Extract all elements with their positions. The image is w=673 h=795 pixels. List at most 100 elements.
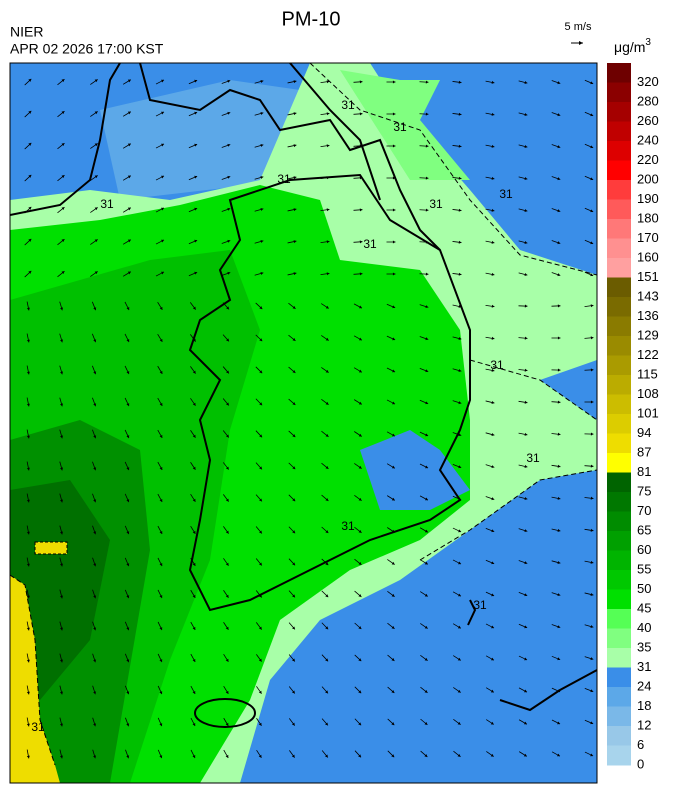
wind-arrowhead	[126, 403, 130, 407]
wind-arrowhead	[291, 690, 295, 694]
wind-arrowhead	[93, 435, 97, 439]
wind-arrowhead	[60, 531, 64, 535]
wind-arrowhead	[126, 499, 130, 503]
wind-arrowhead	[524, 368, 528, 372]
contour-label: 31	[499, 187, 513, 201]
colorbar-cell	[607, 336, 631, 356]
border-north	[139, 63, 441, 251]
wind-arrowhead	[425, 369, 429, 373]
wind-arrowhead	[458, 433, 462, 437]
wind-arrowhead	[392, 305, 396, 309]
wind-arrowhead	[258, 722, 262, 726]
wind-arrowhead	[127, 207, 131, 211]
map: 31 31 31 31 31 31 31 31 31 31 31 31	[10, 63, 597, 783]
wind-arrowhead	[127, 239, 131, 243]
wind-arrowhead	[292, 498, 296, 502]
wind-arrowhead	[225, 754, 229, 758]
wind-arrowhead	[457, 721, 461, 725]
wind-arrowhead	[225, 562, 229, 566]
wind-arrowhead	[192, 338, 196, 342]
wind-arrowhead	[590, 400, 594, 404]
wind-arrowhead	[458, 304, 462, 308]
wind-arrowhead	[26, 403, 30, 407]
contour-label: 31	[393, 120, 407, 134]
wind-arrowhead	[225, 498, 229, 502]
colorbar-cell	[607, 726, 631, 746]
wind-arrowhead	[458, 401, 462, 405]
wind-arrowhead	[259, 306, 263, 310]
wind-arrowhead	[94, 207, 98, 211]
contour-label: 31	[473, 598, 487, 612]
wind-arrowhead	[491, 529, 495, 533]
wind-arrowhead	[293, 240, 297, 244]
contour-31	[469, 359, 597, 421]
wind-arrowhead	[127, 111, 131, 115]
colorbar-cell	[607, 355, 631, 376]
wind-arrowhead	[491, 304, 495, 308]
wind-arrowhead	[60, 563, 63, 567]
colorbar-label: 280	[637, 93, 659, 108]
wind-arrowhead	[557, 593, 561, 597]
wind-arrowhead	[60, 339, 64, 343]
colorbar-cell	[607, 219, 631, 239]
wind-arrowhead	[28, 238, 32, 242]
wind-arrowhead	[557, 400, 561, 404]
field-blue-bay	[360, 430, 470, 510]
wind-arrowhead	[524, 145, 528, 148]
wind-arrowhead	[590, 209, 594, 213]
wind-arrowhead	[28, 174, 32, 178]
wind-arrowhead	[227, 239, 231, 243]
colorbar-cell	[607, 570, 631, 590]
wind-arrowhead	[557, 113, 561, 117]
wind-arrowhead	[358, 754, 362, 758]
wind-arrowhead	[126, 723, 130, 727]
wind-arrowhead	[159, 338, 163, 342]
wind-arrowhead	[424, 754, 428, 757]
coast-southeast	[499, 669, 597, 712]
wind-arrowhead	[192, 723, 196, 727]
wind-arrowhead	[160, 175, 164, 179]
wind-arrowhead	[391, 433, 395, 437]
colorbar-cell	[607, 609, 631, 629]
colorbar-cell	[607, 258, 631, 278]
wind-arrowhead	[424, 722, 428, 725]
wind-arrowhead	[94, 175, 98, 179]
wind-arrowhead	[458, 112, 462, 116]
colorbar-label: 101	[637, 405, 659, 420]
wind-arrowhead	[557, 145, 561, 149]
wind-arrowhead	[192, 466, 196, 470]
wind-arrowhead	[524, 336, 528, 340]
wind-arrowhead	[258, 658, 262, 662]
wind-arrowhead	[259, 498, 262, 502]
wind-arrowhead	[391, 593, 395, 597]
wind-arrowhead	[292, 594, 295, 598]
wind-arrowhead	[60, 435, 64, 439]
wind-arrowhead	[458, 272, 462, 276]
wind-arrowhead	[293, 176, 297, 180]
colorbar-label: 81	[637, 464, 651, 479]
wind-arrowhead	[590, 528, 594, 532]
colorbar-label: 70	[637, 503, 651, 518]
wind-arrowhead	[391, 561, 395, 565]
wind-arrowhead	[192, 498, 196, 502]
field-yellow	[10, 575, 60, 783]
wind-arrowhead	[458, 144, 462, 148]
unit-base: μg/m	[614, 39, 645, 55]
wind-arrowhead	[358, 626, 362, 630]
wind-arrowhead	[192, 434, 196, 438]
wind-arrowhead	[392, 80, 396, 84]
wind-arrowhead	[425, 176, 429, 180]
wind-arrowhead	[391, 754, 395, 758]
wind-arrowhead	[391, 625, 395, 629]
wind-arrowhead	[126, 435, 130, 439]
contour-label: 31	[100, 197, 114, 211]
colorbar-cell	[607, 745, 631, 766]
wind-arrowhead	[391, 722, 395, 726]
wind-arrowhead	[424, 561, 428, 565]
colorbar-label: 160	[637, 249, 659, 264]
wind-arrowhead	[126, 595, 130, 599]
wind-arrowhead	[292, 370, 296, 373]
wind-arrowhead	[126, 467, 130, 471]
wind-arrowhead	[359, 272, 363, 276]
wind-arrowhead	[126, 563, 130, 567]
